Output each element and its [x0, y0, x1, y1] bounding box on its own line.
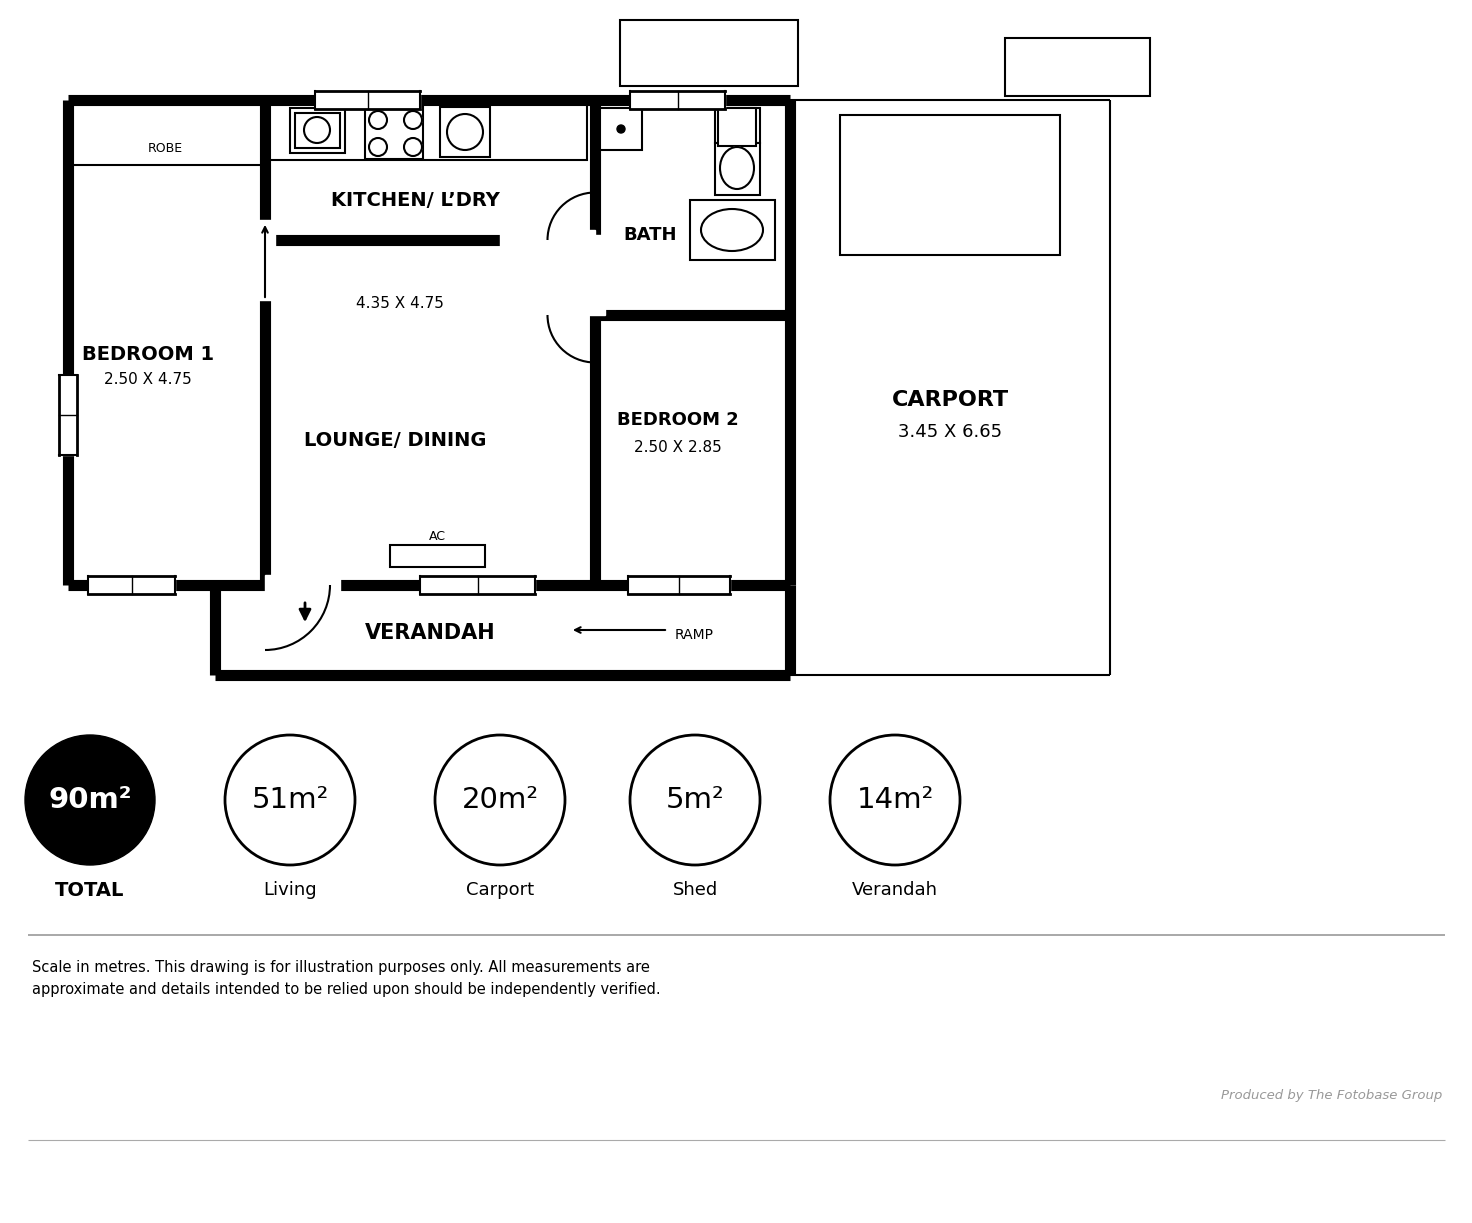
Bar — [500, 230, 595, 249]
Bar — [715, 108, 760, 143]
Bar — [420, 576, 534, 594]
Text: 2.25 X 1.50: 2.25 X 1.50 — [902, 181, 998, 199]
Text: 5m²: 5m² — [665, 786, 724, 815]
Text: Shed: Shed — [673, 881, 718, 899]
Text: AC: AC — [428, 531, 446, 543]
Text: KITCHEN/ L’DRY: KITCHEN/ L’DRY — [331, 191, 499, 209]
Bar — [290, 108, 344, 153]
Text: BEDROOM 1: BEDROOM 1 — [82, 346, 213, 364]
Circle shape — [630, 735, 760, 865]
Text: 3.45 X 6.65: 3.45 X 6.65 — [898, 423, 1002, 442]
Text: SHED: SHED — [682, 29, 736, 46]
Text: LOUNGE/ DINING: LOUNGE/ DINING — [303, 430, 486, 450]
Text: 2.50 X 4.75: 2.50 X 4.75 — [105, 373, 191, 388]
Circle shape — [403, 111, 422, 128]
Text: VERANDAH: VERANDAH — [365, 623, 495, 643]
Text: SHED: SHED — [920, 148, 980, 168]
Text: 90m²: 90m² — [49, 786, 132, 815]
Text: Carport: Carport — [467, 881, 534, 899]
Bar — [88, 576, 175, 594]
Text: Verandah: Verandah — [852, 881, 938, 899]
Circle shape — [617, 125, 626, 133]
Circle shape — [225, 735, 355, 865]
Circle shape — [369, 111, 387, 128]
Circle shape — [830, 735, 960, 865]
Text: 4.35 X 4.75: 4.35 X 4.75 — [356, 296, 445, 311]
Ellipse shape — [701, 209, 762, 251]
Circle shape — [436, 735, 565, 865]
Bar — [255, 220, 275, 300]
Text: TOTAL: TOTAL — [56, 881, 125, 899]
Bar — [365, 106, 422, 159]
Bar — [294, 113, 340, 148]
Text: 14m²: 14m² — [857, 786, 933, 815]
Text: 20m²: 20m² — [461, 786, 539, 815]
Circle shape — [305, 117, 330, 143]
Bar — [269, 105, 587, 160]
Text: ROBE: ROBE — [147, 142, 183, 154]
Bar — [630, 91, 726, 109]
Bar — [315, 91, 420, 109]
Text: BEDROOM 2: BEDROOM 2 — [617, 411, 739, 429]
Text: Produced by The Fotobase Group: Produced by The Fotobase Group — [1220, 1088, 1443, 1102]
Text: 1.50 X 0.75: 1.50 X 0.75 — [665, 53, 752, 67]
Circle shape — [447, 114, 483, 150]
Bar — [620, 20, 798, 86]
Bar — [265, 575, 340, 596]
Text: RAMP: RAMP — [676, 627, 714, 642]
Bar — [59, 375, 77, 455]
Text: 51m²: 51m² — [252, 786, 328, 815]
Bar — [690, 201, 774, 260]
Text: RWT: RWT — [1060, 60, 1094, 75]
Bar — [629, 576, 730, 594]
Circle shape — [369, 138, 387, 157]
Bar — [715, 143, 760, 194]
Text: BATH: BATH — [623, 226, 677, 245]
Bar — [601, 108, 642, 150]
Bar — [390, 545, 484, 567]
Text: Living: Living — [263, 881, 316, 899]
Text: Scale in metres. This drawing is for illustration purposes only. All measurement: Scale in metres. This drawing is for ill… — [32, 960, 661, 997]
Text: 2.50 X 2.85: 2.50 X 2.85 — [634, 439, 721, 455]
Circle shape — [25, 735, 155, 865]
Bar — [718, 108, 757, 146]
Circle shape — [403, 138, 422, 157]
Ellipse shape — [720, 147, 754, 190]
Text: CARPORT: CARPORT — [892, 390, 1008, 410]
Bar — [841, 115, 1060, 256]
Bar — [1005, 38, 1150, 95]
Bar — [440, 106, 490, 157]
Bar — [584, 235, 605, 316]
